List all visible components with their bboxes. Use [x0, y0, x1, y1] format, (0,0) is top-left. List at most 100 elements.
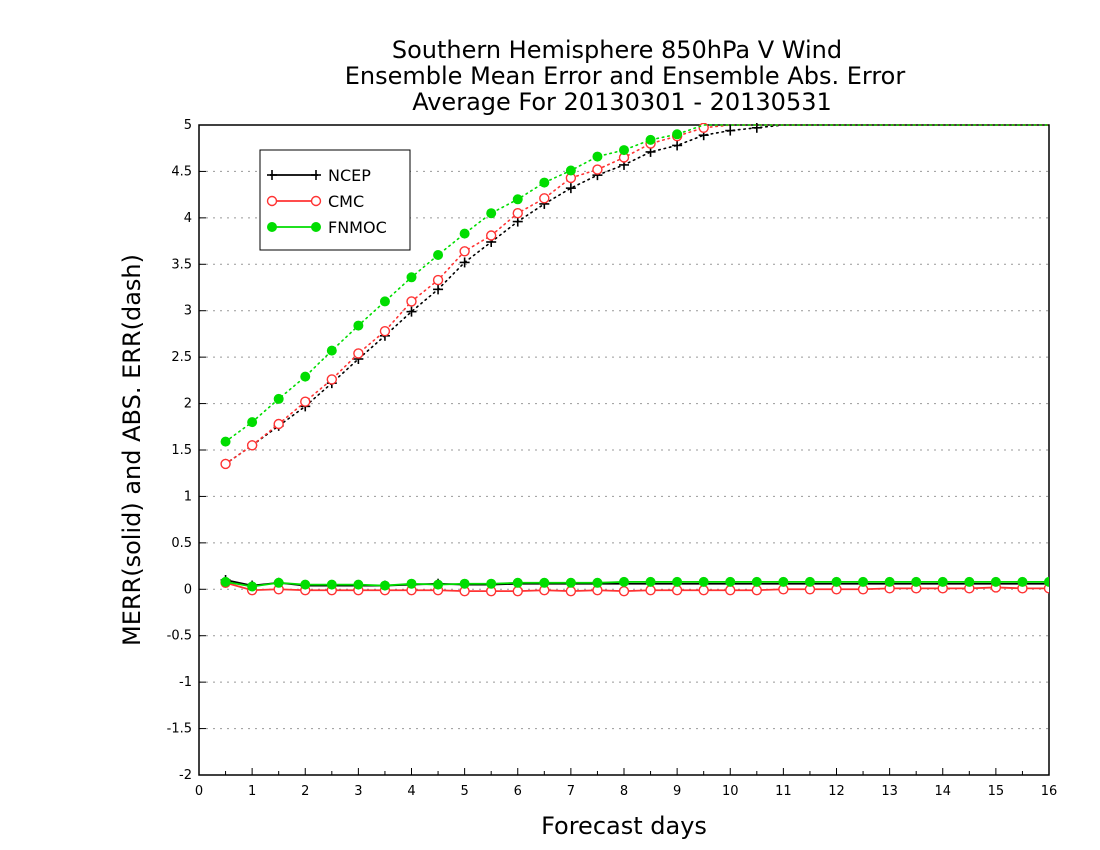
mean-error-point	[725, 585, 736, 596]
x-tick-label: 11	[775, 784, 792, 799]
abs-error-point	[247, 417, 258, 428]
abs-error-point	[592, 151, 603, 162]
x-tick-label: 4	[407, 784, 415, 799]
mean-error-point	[220, 576, 231, 587]
abs-error-point	[698, 123, 709, 133]
mean-error-point	[618, 585, 630, 597]
legend-label: CMC	[328, 192, 364, 211]
y-tick-label: 2	[184, 397, 192, 412]
abs-error-point	[539, 193, 550, 204]
abs-error-point	[672, 140, 683, 151]
legend-label: FNMOC	[328, 218, 387, 237]
mean-error-point	[911, 576, 922, 587]
abs-error-point	[459, 246, 470, 257]
mean-error-point	[353, 579, 364, 590]
mean-error-point	[1044, 576, 1049, 587]
abs-error-point	[353, 348, 364, 359]
mean-error-point	[778, 576, 789, 587]
mean-error-point	[273, 577, 284, 588]
mean-error-point	[751, 585, 763, 596]
mean-error-point	[539, 577, 550, 588]
abs-error-point	[300, 371, 311, 382]
abs-error-point	[512, 208, 523, 219]
abs-error-point	[592, 164, 603, 175]
legend-item-ncep: NCEP	[267, 166, 371, 185]
mean-error-point	[698, 585, 709, 596]
abs-error-point	[751, 123, 762, 133]
x-tick-label: 8	[620, 784, 628, 799]
mean-error-point	[725, 576, 736, 587]
mean-error-point	[804, 576, 815, 587]
abs-error-point	[246, 440, 258, 451]
mean-error-point	[698, 576, 709, 587]
y-tick-label: -1.5	[167, 722, 192, 737]
abs-error-point	[379, 325, 391, 337]
x-tick-label: 16	[1041, 784, 1058, 799]
abs-error-point	[379, 296, 390, 307]
abs-error-point	[725, 125, 736, 136]
abs-error-point	[565, 165, 576, 176]
y-tick-label: 0.5	[171, 536, 192, 551]
mean-error-point	[326, 579, 337, 590]
mean-error-point	[964, 576, 975, 587]
y-tick-label: -2	[179, 768, 192, 783]
mean-error-point	[1017, 576, 1028, 587]
mean-error-point	[645, 585, 656, 596]
abs-error-point	[326, 345, 337, 356]
mean-error-point	[990, 576, 1001, 587]
x-tick-label: 14	[934, 784, 951, 799]
abs-error-point	[433, 284, 444, 295]
mean-error-point	[645, 576, 656, 587]
abs-error-point	[459, 257, 470, 268]
mean-error-point	[884, 576, 895, 587]
abs-error-point	[432, 274, 444, 286]
x-tick-label: 9	[673, 784, 681, 799]
y-axis-label: MERR(solid) and ABS. ERR(dash)	[118, 254, 146, 646]
y-tick-label: 2.5	[171, 350, 192, 365]
y-tick-label: 4	[184, 211, 192, 226]
y-tick-label: 1.5	[171, 443, 192, 458]
abs-error-point	[486, 208, 497, 219]
mean-error-point	[433, 579, 444, 590]
y-tick-label: 3.5	[171, 257, 192, 272]
mean-error-point	[751, 576, 762, 587]
mean-error-point	[858, 576, 869, 587]
x-tick-label: 2	[301, 784, 309, 799]
abs-error-line	[224, 124, 1049, 465]
legend-marker-right	[311, 170, 321, 180]
x-tick-label: 7	[567, 784, 575, 799]
legend-marker-right	[311, 222, 321, 232]
x-tick-label: 12	[828, 784, 845, 799]
abs-error-point	[300, 396, 311, 407]
abs-error-point	[539, 177, 550, 188]
x-tick-label: 6	[514, 784, 522, 799]
x-tick-label: 15	[988, 784, 1005, 799]
mean-error-point	[406, 578, 417, 589]
x-tick-label: 13	[881, 784, 898, 799]
x-axis-label: Forecast days	[541, 812, 707, 840]
y-tick-label: 1	[184, 489, 192, 504]
abs-error-line	[224, 124, 1049, 443]
legend-item-fnmoc: FNMOC	[267, 218, 387, 237]
mean-error-point	[486, 578, 497, 589]
legend-marker-left	[267, 170, 277, 180]
abs-error-point	[273, 393, 284, 404]
legend-marker-left	[267, 222, 277, 232]
mean-error-point	[671, 585, 683, 596]
mean-error-point	[512, 577, 523, 588]
grid	[199, 170, 1049, 730]
mean-error-point	[565, 577, 576, 588]
y-tick-label: 4.5	[171, 164, 192, 179]
x-tick-label: 5	[460, 784, 468, 799]
mean-error-point	[379, 580, 390, 591]
legend: NCEP CMC FNMOC	[259, 149, 411, 251]
x-tick-label: 0	[195, 784, 203, 799]
mean-error-point	[619, 576, 629, 587]
mean-error-point	[459, 578, 470, 589]
legend-marker-right	[310, 195, 322, 207]
mean-error-point	[937, 576, 948, 587]
mean-error-point	[565, 585, 577, 597]
mean-error-point	[672, 576, 683, 587]
abs-error-point	[672, 129, 683, 140]
